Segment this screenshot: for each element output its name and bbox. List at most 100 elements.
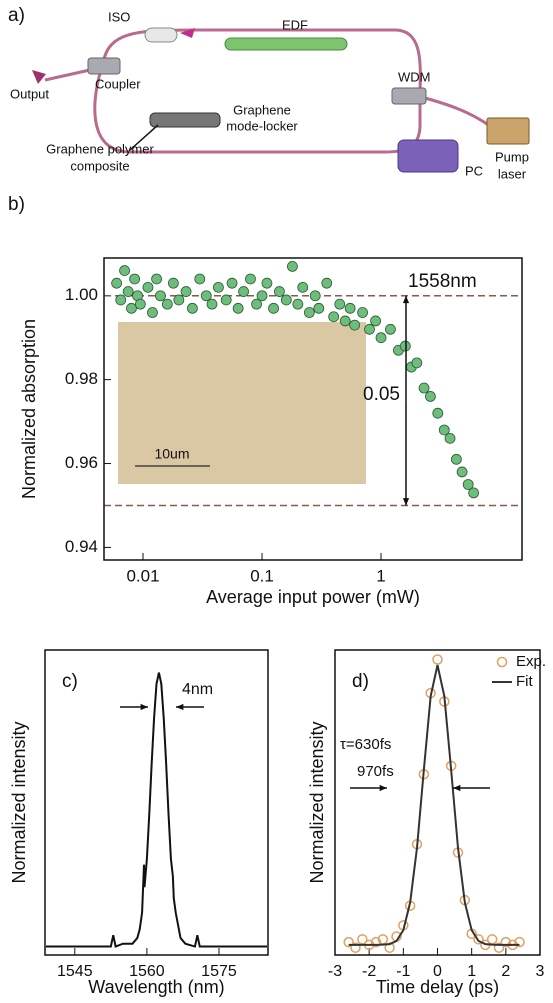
- wdm: [391, 87, 427, 105]
- plot-frame: [44, 649, 269, 956]
- data-point: [451, 453, 462, 465]
- data-point: [245, 273, 256, 285]
- data-point: [261, 277, 273, 289]
- y-tick-label: 0.94: [65, 537, 98, 556]
- data-point: [473, 934, 484, 945]
- x-tick-label: 2: [501, 963, 510, 980]
- mode-locker: [149, 112, 221, 128]
- annotation: 0.05: [363, 384, 400, 405]
- annotation: 4nm: [182, 681, 213, 698]
- data-point: [280, 294, 292, 306]
- arrow-head: [402, 498, 410, 506]
- component-label: EDF: [282, 17, 308, 32]
- data-point: [456, 466, 468, 478]
- data-point: [167, 277, 179, 289]
- x-tick-label: 0: [433, 963, 442, 980]
- data-point: [173, 294, 185, 306]
- scale-label: 10um: [154, 446, 189, 462]
- annotation: 1558nm: [408, 271, 477, 292]
- data-point: [126, 302, 137, 314]
- data-point: [462, 479, 474, 490]
- data-point: [206, 298, 218, 310]
- panel-label: b): [8, 194, 25, 215]
- data-point: [274, 286, 285, 297]
- polarization-controller: [397, 139, 459, 173]
- data-point: [134, 298, 146, 310]
- edf: [224, 37, 348, 51]
- data-point: [344, 302, 356, 314]
- data-point: [309, 290, 321, 302]
- component-label: ISO: [108, 9, 130, 24]
- data-point: [468, 487, 480, 499]
- x-tick-label: 1545: [57, 963, 93, 980]
- data-point: [129, 273, 141, 285]
- data-point: [328, 311, 340, 323]
- data-point: [321, 277, 333, 289]
- data-point: [432, 407, 444, 419]
- arrow-head: [453, 784, 461, 792]
- plot-frame: [103, 257, 523, 561]
- data-point: [155, 290, 166, 302]
- component-label: Pump: [495, 149, 529, 164]
- annotation: τ=630fs: [340, 736, 391, 753]
- data-point: [370, 936, 382, 948]
- panel-label: a): [8, 5, 25, 26]
- x-tick-label: 3: [536, 963, 545, 980]
- component-label: composite: [70, 158, 129, 173]
- component-label: Coupler: [95, 76, 141, 91]
- data-point: [161, 298, 173, 310]
- data-point: [187, 302, 198, 314]
- x-tick-label: 1: [376, 566, 385, 585]
- data-point: [122, 286, 134, 297]
- x-tick-label: 1575: [201, 963, 237, 980]
- legend-label: Exp.: [516, 653, 546, 670]
- data-point: [500, 936, 512, 948]
- data-point: [432, 654, 443, 665]
- data-point: [385, 323, 396, 335]
- arrow-head: [402, 295, 410, 304]
- data-point: [226, 277, 238, 289]
- data-point: [151, 273, 162, 285]
- data-point: [147, 307, 158, 318]
- x-axis-label: Wavelength (nm): [88, 977, 224, 997]
- data-point: [119, 265, 130, 276]
- x-tick-label: -1: [396, 963, 410, 980]
- output-port: [32, 70, 46, 84]
- data-point: [238, 286, 249, 297]
- data-point: [220, 294, 232, 306]
- legend-marker: [496, 656, 508, 668]
- x-tick-label: -2: [362, 963, 376, 980]
- component-label: laser: [498, 166, 527, 181]
- data-point: [493, 942, 505, 953]
- fiber: [44, 68, 491, 128]
- legend-label: Fit: [516, 673, 533, 690]
- component-label: mode-locker: [226, 118, 298, 133]
- y-tick-label: 0.98: [65, 369, 98, 388]
- data-line: [45, 672, 268, 948]
- data-point: [334, 298, 346, 310]
- data-point: [200, 290, 212, 302]
- data-point: [297, 281, 309, 293]
- panel-label: c): [62, 671, 78, 692]
- x-tick-label: 0.01: [126, 566, 159, 585]
- x-tick-label: 1560: [129, 963, 165, 980]
- data-point: [357, 934, 368, 945]
- data-point: [357, 307, 368, 318]
- inset-image: [118, 322, 366, 484]
- y-axis-label: Normalized intensity: [307, 721, 327, 883]
- data-point: [411, 357, 423, 369]
- component-label: Graphene polymer: [46, 141, 154, 156]
- pump-laser: [486, 117, 530, 145]
- data-point: [370, 315, 381, 327]
- isolator: [144, 27, 178, 43]
- data-point: [180, 286, 192, 297]
- plot-frame: [334, 649, 541, 956]
- data-point: [232, 302, 244, 314]
- data-point: [313, 302, 325, 314]
- arrow-head: [379, 784, 387, 792]
- arrow-head: [140, 703, 148, 711]
- data-point: [256, 290, 268, 302]
- data-point: [292, 298, 304, 310]
- data-point: [486, 934, 498, 945]
